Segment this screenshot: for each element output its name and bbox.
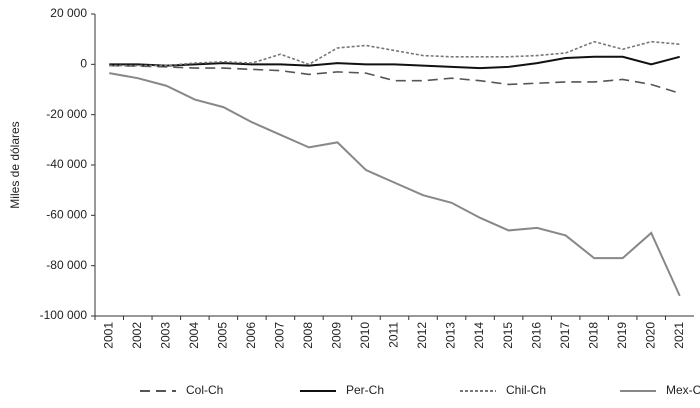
- legend-label: Per-Ch: [346, 383, 384, 397]
- y-tick-label: -100 000: [40, 308, 88, 322]
- x-tick-label: 2018: [586, 322, 600, 349]
- x-tick-label: 2011: [387, 322, 401, 348]
- x-tick-label: 2021: [672, 322, 686, 349]
- series-line: [109, 55, 680, 70]
- x-tick-label: 2017: [558, 322, 572, 349]
- x-tick-label: 2020: [643, 322, 657, 349]
- legend-label: Chil-Ch: [506, 383, 546, 397]
- y-tick-label: -20 000: [46, 107, 87, 121]
- y-tick-label: -40 000: [46, 157, 87, 171]
- x-tick-label: 2005: [216, 322, 230, 349]
- x-tick-label: 2019: [615, 322, 629, 349]
- series-line: [109, 72, 681, 297]
- x-tick-label: 2016: [529, 322, 543, 349]
- y-axis-label: Miles de dólares: [8, 121, 22, 208]
- legend-label: Mex-Ch: [666, 383, 700, 397]
- x-tick-label: 2013: [444, 322, 458, 349]
- x-tick-label: 2002: [130, 322, 144, 349]
- x-tick-label: 2015: [501, 322, 515, 349]
- legend-label: Col-Ch: [186, 383, 223, 397]
- x-tick-label: 2014: [472, 322, 486, 349]
- x-tick-label: 2004: [187, 322, 201, 349]
- y-tick-label: -80 000: [46, 258, 87, 272]
- series-line: [109, 64, 680, 95]
- y-tick-label: 20 000: [50, 6, 87, 20]
- series-line: [109, 40, 680, 67]
- y-tick-label: -60 000: [46, 208, 87, 222]
- x-tick-label: 2010: [358, 322, 372, 349]
- x-tick-label: 2007: [273, 322, 287, 349]
- x-tick-label: 2009: [330, 322, 344, 349]
- x-tick-label: 2012: [415, 322, 429, 349]
- x-tick-label: 2006: [244, 322, 258, 349]
- x-tick-label: 2008: [301, 322, 315, 349]
- y-tick-label: 0: [80, 57, 87, 71]
- x-tick-label: 2001: [101, 322, 115, 349]
- x-tick-label: 2003: [158, 322, 172, 349]
